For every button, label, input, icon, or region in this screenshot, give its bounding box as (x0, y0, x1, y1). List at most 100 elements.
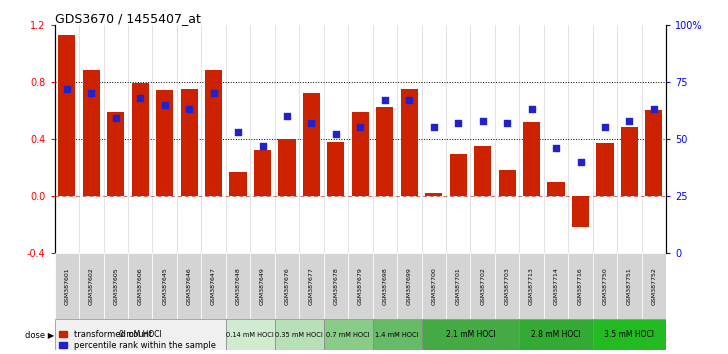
Point (183, 106, 195, 112)
Text: GSM387648: GSM387648 (236, 267, 240, 305)
Text: GSM387702: GSM387702 (480, 267, 485, 305)
Text: GSM387700: GSM387700 (431, 267, 436, 305)
Point (599, 125, 611, 130)
Text: 0.35 mM HOCl: 0.35 mM HOCl (275, 332, 323, 338)
Bar (544, 253, 569, 319)
Bar (425, 193, 443, 196)
Point (135, 95, 146, 101)
Text: GSM387647: GSM387647 (211, 267, 216, 305)
Bar (79, 253, 103, 319)
Bar (250, 253, 274, 319)
Text: GSM387750: GSM387750 (603, 267, 607, 305)
Bar (593, 253, 617, 319)
Bar (519, 319, 593, 350)
Bar (547, 182, 565, 196)
Text: GSM387601: GSM387601 (64, 267, 69, 305)
Bar (83, 70, 100, 196)
Point (330, 131, 341, 137)
Bar (58, 35, 76, 196)
Point (624, 118, 636, 123)
Bar (181, 89, 198, 196)
Bar (152, 253, 177, 319)
Text: GSM387703: GSM387703 (505, 267, 510, 305)
Bar (205, 70, 222, 196)
Bar (422, 253, 446, 319)
Bar (274, 319, 324, 350)
Point (574, 159, 586, 164)
Point (477, 118, 488, 123)
Bar (107, 112, 124, 196)
Text: 0.14 mM HOCl: 0.14 mM HOCl (226, 332, 274, 338)
Point (257, 143, 269, 148)
Bar (352, 112, 369, 196)
Bar (55, 253, 79, 319)
Bar (128, 253, 152, 319)
Point (85, 90, 97, 96)
Bar (373, 253, 397, 319)
Bar (422, 319, 519, 350)
Text: GSM387701: GSM387701 (456, 267, 461, 305)
Bar (523, 122, 540, 196)
Text: GSM387606: GSM387606 (138, 267, 143, 305)
Legend: transformed count, percentile rank within the sample: transformed count, percentile rank withi… (59, 330, 215, 350)
Bar (299, 253, 324, 319)
Text: GSM387605: GSM387605 (114, 267, 118, 305)
Point (550, 145, 562, 151)
Text: GSM387698: GSM387698 (382, 267, 387, 305)
Bar (499, 170, 515, 196)
Bar (348, 253, 373, 319)
Text: GSM387716: GSM387716 (578, 267, 583, 305)
Point (306, 120, 317, 126)
Bar (254, 150, 271, 196)
Text: GSM387751: GSM387751 (627, 267, 632, 305)
Bar (303, 93, 320, 196)
Bar (156, 90, 173, 196)
Bar (103, 253, 128, 319)
Bar (397, 253, 422, 319)
Point (502, 120, 513, 126)
Point (232, 129, 244, 135)
Bar (474, 146, 491, 196)
Point (207, 90, 219, 96)
Bar (495, 253, 519, 319)
Text: 0.7 mM HOCl: 0.7 mM HOCl (326, 332, 370, 338)
Point (452, 120, 464, 126)
Text: GSM387678: GSM387678 (333, 267, 339, 305)
Text: GSM387714: GSM387714 (553, 267, 558, 305)
Text: GSM387679: GSM387679 (358, 267, 363, 305)
Bar (324, 319, 373, 350)
Point (355, 125, 366, 130)
Text: GDS3670 / 1455407_at: GDS3670 / 1455407_at (55, 12, 200, 25)
Text: GSM387677: GSM387677 (309, 267, 314, 305)
Text: GSM387713: GSM387713 (529, 267, 534, 305)
Point (379, 97, 391, 103)
Text: 2.1 mM HOCl: 2.1 mM HOCl (446, 330, 495, 339)
Bar (229, 172, 247, 196)
Bar (572, 196, 589, 227)
Point (428, 125, 440, 130)
Bar (446, 253, 470, 319)
Point (648, 106, 660, 112)
Text: GSM387645: GSM387645 (162, 267, 167, 305)
Bar (569, 253, 593, 319)
Bar (373, 319, 422, 350)
Bar (226, 319, 274, 350)
Text: GSM387676: GSM387676 (285, 267, 290, 305)
Bar (376, 107, 393, 196)
Point (526, 106, 537, 112)
Bar (226, 253, 250, 319)
Text: 3.5 mM HOCl: 3.5 mM HOCl (604, 330, 654, 339)
Bar (328, 142, 344, 196)
Text: 1.4 mM HOCl: 1.4 mM HOCl (376, 332, 419, 338)
Bar (596, 143, 614, 196)
Bar (617, 253, 641, 319)
Point (403, 97, 415, 103)
Text: GSM387602: GSM387602 (89, 267, 94, 305)
Bar (324, 253, 348, 319)
Bar (132, 83, 149, 196)
Bar (278, 139, 296, 196)
Text: 0 mM HOCl: 0 mM HOCl (119, 330, 162, 339)
Point (61, 86, 73, 91)
Text: dose ▶: dose ▶ (25, 330, 55, 339)
Bar (274, 253, 299, 319)
